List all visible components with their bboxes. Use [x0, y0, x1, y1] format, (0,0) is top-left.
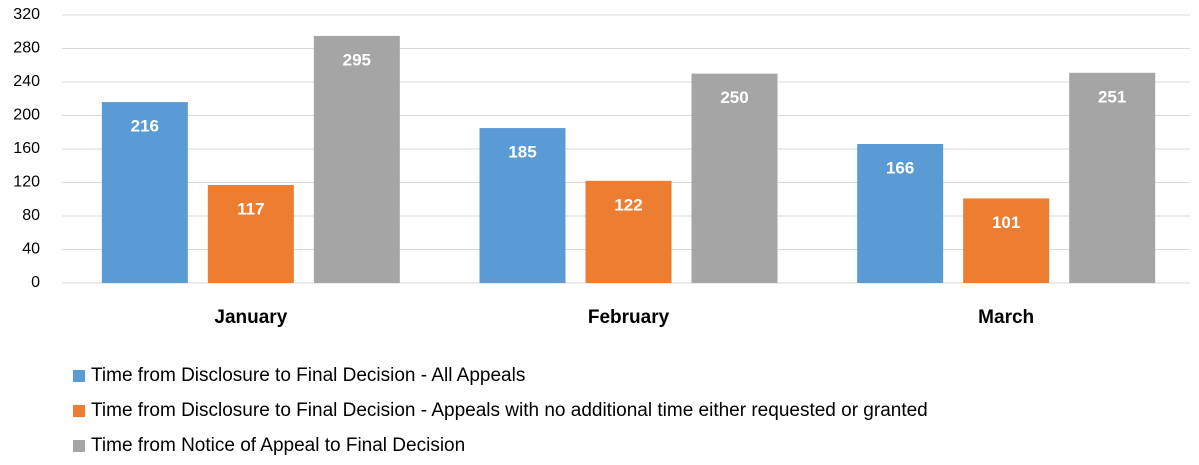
bar: [479, 128, 566, 283]
bar: [207, 185, 294, 283]
bar: [313, 35, 400, 283]
y-tick-label: 80: [22, 207, 40, 224]
y-tick-label: 200: [13, 107, 40, 124]
legend-swatch: [73, 405, 85, 417]
x-tick-label: February: [588, 307, 670, 328]
y-tick-label: 240: [13, 73, 40, 90]
bar: [585, 180, 672, 283]
y-tick-label: 0: [31, 274, 40, 291]
legend-label: Time from Disclosure to Final Decision -…: [91, 400, 928, 421]
data-label: 295: [343, 50, 371, 69]
legend-label: Time from Disclosure to Final Decision -…: [91, 365, 525, 386]
data-label: 166: [886, 158, 914, 177]
bar: [691, 73, 778, 283]
data-label: 101: [992, 213, 1020, 232]
data-label: 250: [720, 88, 748, 107]
legend-swatch: [73, 370, 85, 382]
bar: [963, 198, 1050, 283]
bar: [857, 143, 944, 283]
data-label: 122: [614, 195, 642, 214]
y-tick-label: 120: [13, 174, 40, 191]
data-label: 251: [1098, 87, 1126, 106]
legend-swatch: [73, 440, 85, 452]
bar: [1069, 72, 1156, 283]
legend-label: Time from Notice of Appeal to Final Deci…: [91, 435, 465, 456]
data-label: 216: [131, 117, 159, 136]
y-tick-label: 160: [13, 140, 40, 157]
data-label: 117: [237, 199, 264, 218]
y-tick-label: 280: [13, 40, 40, 57]
bar: [101, 102, 188, 283]
x-tick-label: January: [214, 307, 287, 328]
y-tick-label: 320: [13, 6, 40, 23]
x-tick-label: March: [978, 307, 1034, 328]
data-label: 185: [508, 143, 536, 162]
y-tick-label: 40: [22, 241, 40, 258]
